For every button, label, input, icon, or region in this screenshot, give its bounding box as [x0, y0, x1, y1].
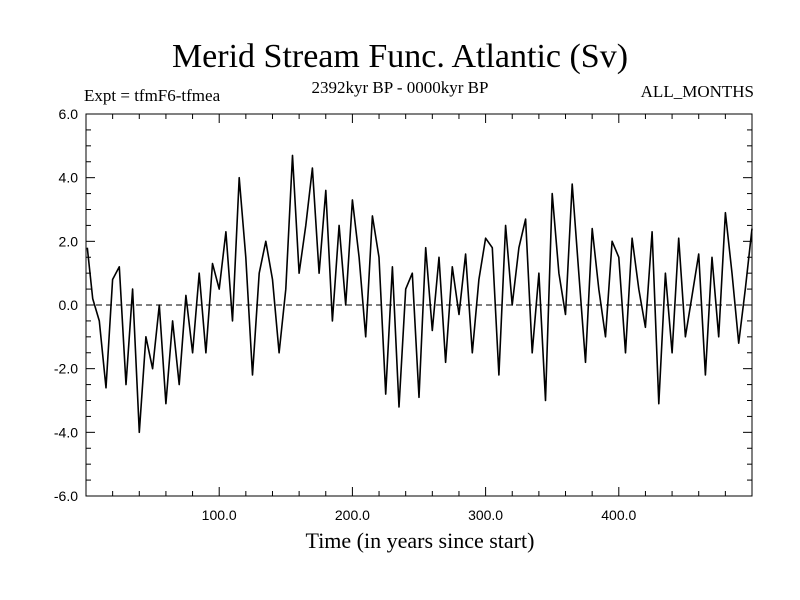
x-tick-label: 100.0 [202, 507, 237, 523]
series-layer [86, 154, 753, 434]
y-tick-label: 2.0 [59, 233, 79, 249]
y-tick-label: 0.0 [59, 297, 79, 313]
months-label: ALL_MONTHS [640, 82, 754, 101]
period-label: 2392kyr BP - 0000kyr BP [311, 78, 489, 97]
x-axis-label: Time (in years since start) [305, 528, 535, 553]
ticks-layer [86, 114, 752, 496]
x-tick-label: 200.0 [335, 507, 370, 523]
y-tick-label: 4.0 [59, 170, 79, 186]
experiment-label: Expt = tfmF6-tfmea [84, 86, 221, 105]
y-tick-label: -2.0 [54, 361, 78, 377]
x-tick-label: 400.0 [601, 507, 636, 523]
y-tick-label: -6.0 [54, 488, 78, 504]
x-tick-label: 300.0 [468, 507, 503, 523]
tick-labels-layer: 100.0 200.0 300.0 400.0 -6.0 -4.0 -2.0 0.0 2.0 4.… [54, 106, 637, 523]
y-tick-label: -4.0 [54, 424, 78, 440]
series-line-0 [86, 154, 753, 434]
chart-title: Merid Stream Func. Atlantic (Sv) [171, 38, 629, 75]
y-tick-label: 6.0 [59, 106, 79, 122]
